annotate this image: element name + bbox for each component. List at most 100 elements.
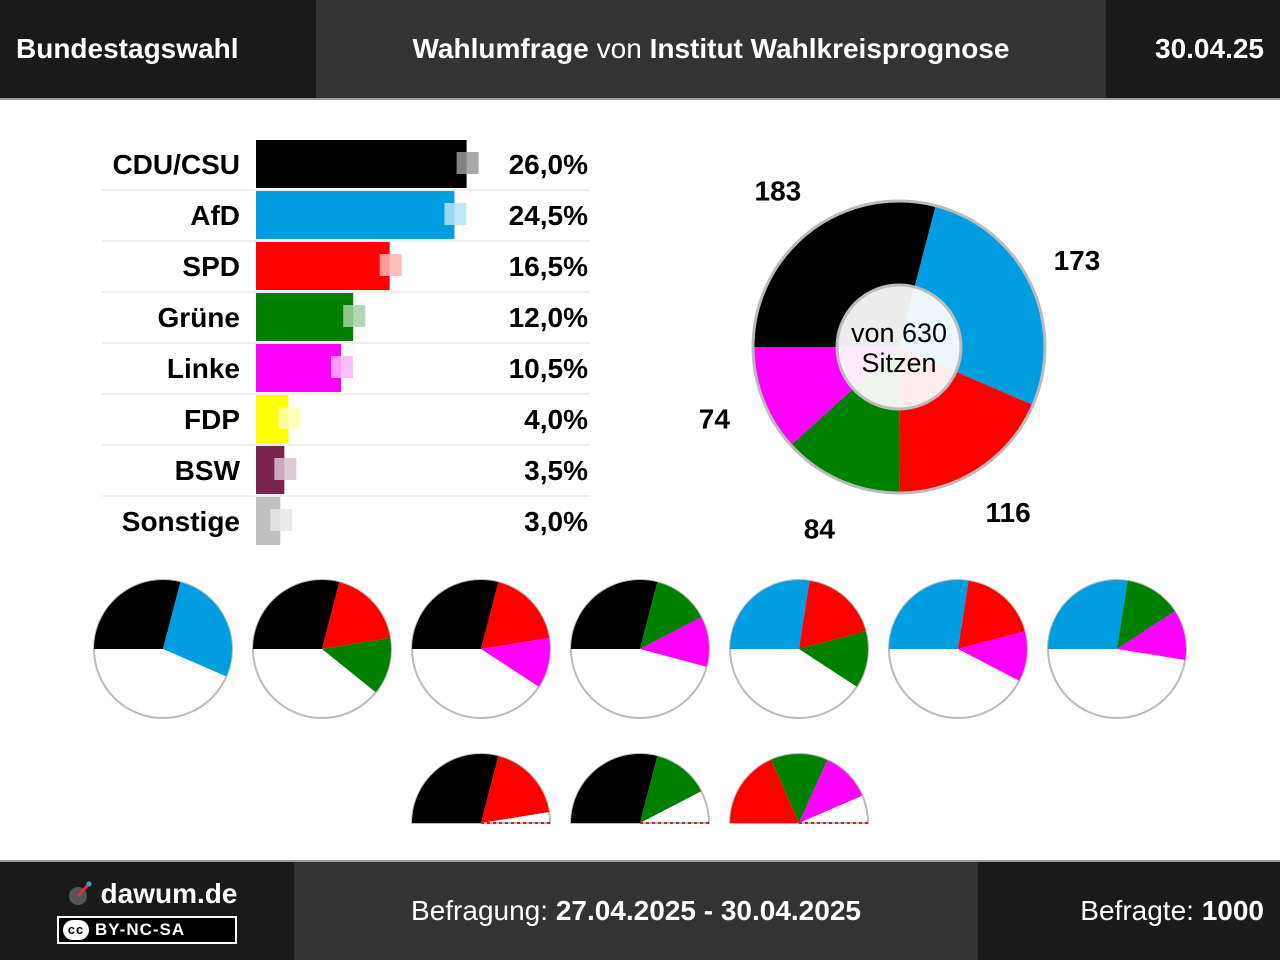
respondents-block: Befragte: 1000	[978, 862, 1280, 960]
majority-coalition-afd-gr-ne-linke	[1047, 579, 1187, 719]
donut-hole	[835, 283, 963, 411]
bar-value-linke: 10,5%	[509, 353, 588, 384]
coalition-slice-gr-ne	[640, 756, 702, 823]
coalition-slice-afd	[889, 580, 969, 649]
header-date: 30.04.25	[1106, 0, 1280, 98]
coalition-slice-afd	[1048, 580, 1128, 649]
brand-name: dawum.de	[100, 878, 238, 909]
bar-afd	[256, 191, 455, 239]
title-institute: Institut Wahlkreisprognose	[649, 33, 1010, 64]
dawum-logo-icon	[68, 881, 92, 905]
bar-label-sonstige: Sonstige	[122, 506, 240, 537]
seat-label-cdu-csu: 183	[755, 175, 802, 206]
previous-marker-linke	[331, 356, 354, 378]
bar-cdu-csu	[256, 140, 467, 188]
donut-center-text: von 630	[851, 318, 947, 348]
coalition-slice-spd	[322, 582, 391, 649]
poll-date: 30.04.25	[1155, 33, 1264, 64]
coalition-slice-cdu-csu	[571, 753, 658, 823]
coalition-slice-spd	[799, 580, 866, 649]
coalition-slice-afd	[730, 580, 810, 649]
bar-label-cdu-csu: CDU/CSU	[112, 149, 240, 180]
license-text: BY-NC-SA	[95, 920, 186, 939]
bar-value-spd: 16,5%	[509, 251, 588, 282]
coalition-slice-linke	[481, 638, 551, 687]
vote-share-bar-chart: CDU/CSU 26,0% AfD 24,5% SPD 16,5% Grüne 12,0% Li…	[102, 140, 590, 545]
header-region-label: Bundestagswahl	[0, 0, 316, 98]
bar-value-afd: 24,5%	[509, 200, 588, 231]
bar-value-fdp: 4,0%	[524, 404, 588, 435]
coalition-slice-spd	[481, 756, 550, 823]
bar-linke	[256, 344, 342, 392]
license-badge[interactable]: cc BY-NC-SA	[57, 916, 237, 944]
respondents-label: Befragte:	[1080, 895, 1202, 926]
coalition-slice-spd	[958, 580, 1025, 649]
survey-period: Befragung: 27.04.2025 - 30.04.2025	[294, 862, 978, 960]
donut-outline	[751, 199, 1047, 495]
bar-value-bsw: 3,5%	[524, 455, 588, 486]
seat-label-afd: 173	[1054, 245, 1101, 276]
majority-coalition-cdu-csu-spd-gr-ne	[252, 579, 392, 719]
previous-marker-gr-ne	[343, 305, 366, 327]
brand-link[interactable]: dawum.de	[67, 878, 238, 910]
footer-brand-block: dawum.de cc BY-NC-SA	[0, 862, 294, 960]
minority-coalition-cdu-csu-gr-ne	[569, 753, 711, 824]
minority-coalition-spd-gr-ne-linke	[728, 753, 870, 824]
minority-coalition-cdu-csu-spd	[410, 753, 552, 824]
title-von: von	[588, 33, 650, 64]
coalition-slice-linke	[640, 617, 709, 667]
previous-marker-bsw	[274, 458, 297, 480]
region-label: Bundestagswahl	[16, 33, 239, 64]
coalition-slice-gr-ne	[771, 754, 828, 823]
coalition-slice-afd	[163, 582, 232, 677]
cc-icon: cc	[63, 920, 89, 940]
coalition-slice-linke	[799, 760, 863, 823]
previous-marker-cdu-csu	[456, 152, 479, 174]
bar-label-afd: AfD	[190, 200, 240, 231]
title-poll: Wahlumfrage	[412, 33, 589, 64]
coalition-slice-spd	[481, 582, 550, 649]
coalition-slice-spd	[730, 759, 799, 823]
seat-label-gr-ne: 84	[804, 513, 836, 540]
bar-label-gr-ne: Grüne	[158, 302, 240, 333]
bar-label-linke: Linke	[167, 353, 240, 384]
majority-coalition-cdu-csu-afd	[93, 579, 233, 719]
respondents-count: 1000	[1201, 895, 1264, 926]
coalition-slice-linke	[958, 631, 1027, 681]
survey-dates: 27.04.2025 - 30.04.2025	[555, 895, 861, 926]
coalition-slice-cdu-csu	[253, 580, 340, 649]
majority-coalition-afd-spd-gr-ne	[729, 579, 869, 719]
coalition-slice-cdu-csu	[412, 754, 499, 823]
seat-label-linke: 74	[699, 403, 731, 434]
coalition-slice-gr-ne	[640, 582, 702, 649]
bar-value-cdu-csu: 26,0%	[509, 149, 588, 180]
previous-marker-fdp	[278, 407, 301, 429]
majority-coalition-afd-spd-linke	[888, 579, 1028, 719]
seat-label-spd: 116	[985, 497, 1030, 528]
survey-label: Befragung:	[411, 895, 556, 926]
bar-spd	[256, 242, 390, 290]
coalition-slice-cdu-csu	[94, 580, 181, 649]
previous-marker-afd	[444, 203, 467, 225]
header-title: Wahlumfrage von Institut Wahlkreisprogno…	[316, 0, 1106, 98]
bar-label-bsw: BSW	[175, 455, 241, 486]
coalition-slice-gr-ne	[1117, 580, 1175, 649]
header-divider	[0, 98, 1280, 100]
majority-coalition-cdu-csu-gr-ne-linke	[570, 579, 710, 719]
footer-divider	[0, 860, 1280, 862]
coalition-slice-gr-ne	[799, 631, 868, 687]
bar-label-fdp: FDP	[184, 404, 240, 435]
previous-marker-sonstige	[270, 509, 293, 531]
coalition-slice-gr-ne	[322, 638, 391, 693]
bar-gr-ne	[256, 293, 354, 341]
coalition-slice-cdu-csu	[412, 580, 499, 649]
coalition-slice-linke	[1117, 611, 1187, 660]
coalition-slice-cdu-csu	[571, 580, 658, 649]
bar-value-sonstige: 3,0%	[524, 506, 588, 537]
bar-label-spd: SPD	[182, 251, 240, 282]
coalition-charts	[93, 579, 1187, 824]
majority-coalition-cdu-csu-spd-linke	[411, 579, 551, 719]
bar-value-gr-ne: 12,0%	[509, 302, 588, 333]
previous-marker-spd	[379, 254, 402, 276]
